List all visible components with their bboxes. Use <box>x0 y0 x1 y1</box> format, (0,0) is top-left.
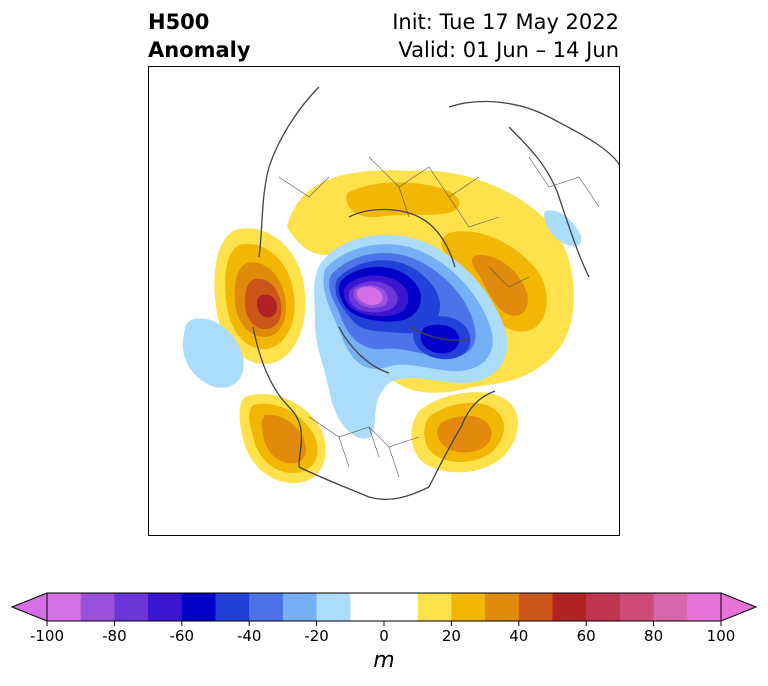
colorbar-tick-label: 60 <box>576 627 596 645</box>
colorbar-cell <box>417 593 452 621</box>
colorbar-cell <box>114 593 149 621</box>
colorbar-tick-label: -20 <box>304 627 329 645</box>
anomaly-eurasian-ridge-inner <box>346 182 460 218</box>
colorbar-cell <box>47 593 82 621</box>
map-canvas <box>182 86 619 500</box>
country-borders <box>278 156 600 478</box>
colorbar-cell <box>384 593 419 621</box>
anomaly-namerica-high-3 <box>437 415 492 453</box>
anomaly-west-high-core <box>257 294 277 318</box>
colorbar-tick-label: -80 <box>102 627 127 645</box>
colorbar-cell <box>282 593 318 621</box>
colorbar-tick-label: 20 <box>441 627 461 645</box>
colorbar-cell <box>518 593 553 621</box>
colorbar-cell <box>619 593 655 621</box>
colorbar-cell <box>552 593 587 621</box>
colorbar-tick-label: 0 <box>379 627 389 645</box>
anomaly-ural-ridge-core <box>471 254 528 316</box>
title-variable: H500 <box>148 10 210 34</box>
colorbar-cell <box>687 593 722 621</box>
anomaly-asia-high-3 <box>261 414 306 464</box>
colorbar-cell <box>485 593 520 621</box>
colorbar-cell <box>80 593 115 621</box>
colorbar-cell <box>181 593 216 621</box>
colorbar-cell <box>350 593 385 621</box>
colorbar-cell <box>653 593 688 621</box>
colorbar-over-extension <box>720 592 758 622</box>
init-date: Init: Tue 17 May 2022 <box>392 10 619 34</box>
anomaly-polar-low-core <box>357 286 383 305</box>
valid-range: Valid: 01 Jun – 14 Jun <box>398 38 619 62</box>
colorbar-tick-label: -60 <box>169 627 195 645</box>
colorbar-tick-label: -100 <box>29 627 65 645</box>
forecast-dates: Init: Tue 17 May 2022 Valid: 01 Jun – 14… <box>392 8 619 64</box>
anomaly-map <box>148 66 620 536</box>
anomaly-east-low <box>544 210 582 247</box>
colorbar-unit-label: m <box>373 648 395 673</box>
coastlines <box>252 86 619 500</box>
anomaly-atlantic-low <box>182 318 244 388</box>
colorbar-tick-label: 80 <box>644 627 664 645</box>
map-title: H500 Anomaly <box>148 8 251 64</box>
colorbar-tick-label: -40 <box>236 627 262 645</box>
colorbar <box>10 592 758 626</box>
colorbar-cell <box>451 593 486 621</box>
colorbar-cell <box>215 593 250 621</box>
title-field: Anomaly <box>148 38 251 62</box>
colorbar-tick-label: 40 <box>509 627 529 645</box>
colorbar-under-extension <box>10 592 48 622</box>
anomaly-siberia-core <box>420 324 460 354</box>
colorbar-cell <box>148 593 183 621</box>
colorbar-cell <box>316 593 351 621</box>
colorbar-cell <box>249 593 284 621</box>
colorbar-cell <box>586 593 621 621</box>
colorbar-tick-label: 100 <box>706 627 736 645</box>
